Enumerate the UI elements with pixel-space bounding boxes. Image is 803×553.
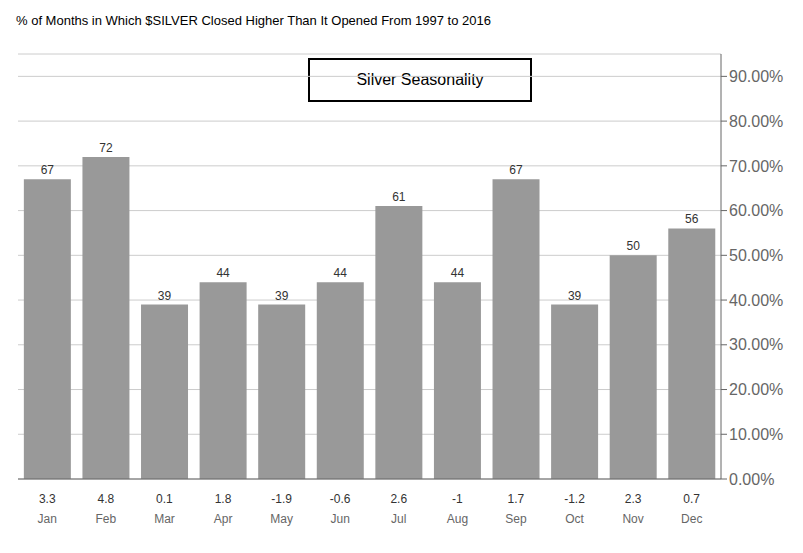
svg-text:Aug: Aug xyxy=(447,512,468,526)
svg-text:-1.2: -1.2 xyxy=(564,492,585,506)
svg-text:40.00%: 40.00% xyxy=(729,292,783,309)
svg-text:Nov: Nov xyxy=(622,512,643,526)
svg-text:3.3: 3.3 xyxy=(39,492,56,506)
svg-text:0.1: 0.1 xyxy=(156,492,173,506)
svg-text:44: 44 xyxy=(216,266,230,280)
svg-text:Jan: Jan xyxy=(38,512,57,526)
svg-text:May: May xyxy=(270,512,293,526)
svg-text:50: 50 xyxy=(627,239,641,253)
svg-text:1.8: 1.8 xyxy=(215,492,232,506)
svg-text:-1: -1 xyxy=(452,492,463,506)
svg-text:90.00%: 90.00% xyxy=(729,68,783,85)
svg-text:44: 44 xyxy=(334,266,348,280)
svg-text:10.00%: 10.00% xyxy=(729,426,783,443)
svg-text:Feb: Feb xyxy=(96,512,117,526)
svg-text:61: 61 xyxy=(392,190,406,204)
svg-text:Dec: Dec xyxy=(681,512,702,526)
svg-text:Apr: Apr xyxy=(214,512,233,526)
html-text:% of Months in Which $SILVER C: % of Months in Which $SILVER Closed High… xyxy=(16,13,491,28)
svg-text:20.00%: 20.00% xyxy=(729,381,783,398)
svg-text:70.00%: 70.00% xyxy=(729,158,783,175)
svg-text:67: 67 xyxy=(509,163,523,177)
html-text:Silver Seasonality: Silver Seasonality xyxy=(356,71,484,88)
svg-text:Oct: Oct xyxy=(565,512,584,526)
svg-text:0.00%: 0.00% xyxy=(729,471,774,488)
svg-text:1.7: 1.7 xyxy=(508,492,525,506)
svg-text:80.00%: 80.00% xyxy=(729,113,783,130)
svg-text:-0.6: -0.6 xyxy=(330,492,351,506)
svg-text:Mar: Mar xyxy=(154,512,175,526)
svg-text:30.00%: 30.00% xyxy=(729,336,783,353)
svg-text:50.00%: 50.00% xyxy=(729,247,783,264)
svg-text:2.3: 2.3 xyxy=(625,492,642,506)
svg-text:Sep: Sep xyxy=(505,512,527,526)
svg-text:4.8: 4.8 xyxy=(98,492,115,506)
svg-text:72: 72 xyxy=(99,141,113,155)
svg-text:60.00%: 60.00% xyxy=(729,202,783,219)
svg-text:Jul: Jul xyxy=(391,512,406,526)
svg-text:39: 39 xyxy=(275,289,289,303)
svg-text:2.6: 2.6 xyxy=(390,492,407,506)
svg-text:44: 44 xyxy=(451,266,465,280)
svg-text:67: 67 xyxy=(41,163,55,177)
svg-text:39: 39 xyxy=(158,289,172,303)
svg-text:Jun: Jun xyxy=(331,512,350,526)
svg-text:39: 39 xyxy=(568,289,582,303)
svg-text:-1.9: -1.9 xyxy=(271,492,292,506)
svg-text:56: 56 xyxy=(685,212,699,226)
svg-text:0.7: 0.7 xyxy=(683,492,700,506)
